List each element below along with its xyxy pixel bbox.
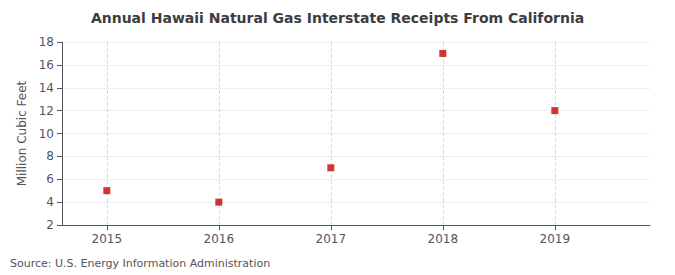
svg-text:8: 8 <box>46 149 54 163</box>
svg-text:10: 10 <box>39 127 54 141</box>
svg-text:2017: 2017 <box>316 232 347 246</box>
svg-text:6: 6 <box>46 172 54 186</box>
svg-text:18: 18 <box>39 35 54 49</box>
svg-text:2015: 2015 <box>92 232 123 246</box>
svg-text:Source: U.S. Energy Informatio: Source: U.S. Energy Information Administ… <box>10 257 270 270</box>
svg-text:12: 12 <box>39 104 54 118</box>
svg-text:16: 16 <box>39 58 54 72</box>
svg-text:Annual Hawaii Natural Gas Inte: Annual Hawaii Natural Gas Interstate Rec… <box>91 10 584 26</box>
svg-text:4: 4 <box>46 195 54 209</box>
svg-text:2019: 2019 <box>540 232 571 246</box>
svg-text:2016: 2016 <box>204 232 235 246</box>
svg-text:14: 14 <box>39 81 54 95</box>
svg-text:2: 2 <box>46 218 54 232</box>
svg-text:Million Cubic Feet: Million Cubic Feet <box>15 80 29 186</box>
svg-text:2018: 2018 <box>428 232 459 246</box>
